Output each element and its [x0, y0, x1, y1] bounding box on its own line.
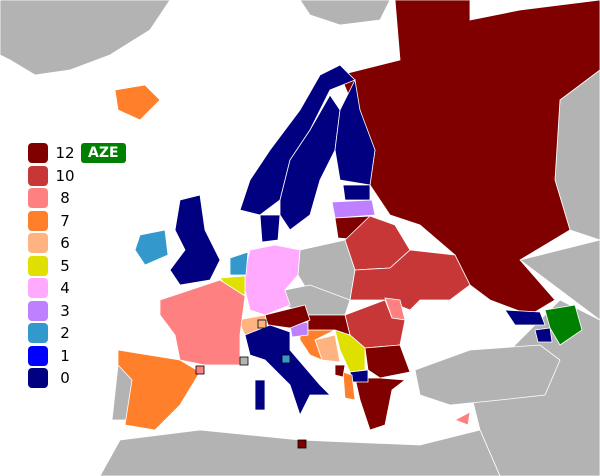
legend-item: 10 — [28, 165, 76, 188]
ireland — [134, 229, 169, 266]
iceland — [114, 84, 161, 121]
legend-swatch — [28, 255, 48, 276]
monaco-marker — [239, 356, 249, 366]
legend-label: 0 — [60, 369, 70, 388]
legend-label: 7 — [60, 211, 70, 230]
russia — [339, 0, 600, 316]
legend-swatch — [28, 233, 48, 254]
hungary — [307, 314, 351, 336]
san-marino-marker — [281, 354, 291, 364]
austria — [264, 304, 311, 329]
netherlands — [229, 251, 249, 276]
latvia — [331, 199, 376, 219]
armenia — [534, 327, 553, 343]
legend-label: 6 — [60, 234, 70, 253]
legend-item: 0 — [28, 367, 76, 390]
estonia — [342, 184, 371, 201]
azerbaijan — [544, 304, 583, 346]
legend-swatch — [28, 345, 48, 366]
svalbard — [299, 0, 391, 26]
legend-item: 1 — [28, 345, 76, 368]
georgia — [504, 309, 546, 326]
montenegro — [334, 364, 346, 378]
legend-swatch — [28, 210, 48, 231]
legend-item: 5 — [28, 255, 76, 278]
legend-label: 3 — [60, 301, 70, 320]
ukraine — [349, 249, 471, 311]
microstate-markers — [195, 319, 307, 449]
countries — [114, 0, 600, 431]
legend-item: 6 — [28, 232, 76, 255]
legend-label: 4 — [60, 279, 70, 298]
legend-label: 10 — [55, 166, 75, 185]
france — [159, 279, 246, 366]
legend-item: 3 — [28, 300, 76, 323]
liechtenstein-marker — [257, 319, 267, 329]
spain — [117, 349, 201, 431]
albania — [342, 371, 356, 401]
legend-swatch — [28, 143, 48, 164]
legend-label: 1 — [60, 346, 70, 365]
sardinia — [254, 379, 266, 411]
legend-label: 5 — [60, 256, 70, 275]
legend-label: 12 — [55, 144, 75, 163]
legend-swatch — [28, 188, 48, 209]
north-africa — [99, 429, 501, 476]
turkey — [414, 344, 561, 406]
legend-item: 4 — [28, 277, 76, 300]
cyprus — [454, 411, 471, 426]
andorra-marker — [195, 365, 205, 375]
finland — [334, 78, 376, 186]
legend-label: 8 — [60, 189, 70, 208]
voting-country-badge: AZE — [81, 143, 126, 163]
legend-label: 2 — [60, 324, 70, 343]
legend-swatch — [28, 165, 48, 186]
italy — [244, 324, 331, 417]
legend-item: 7 — [28, 210, 76, 233]
legend-item: 2 — [28, 322, 76, 345]
malta-marker — [297, 439, 307, 449]
greece — [354, 377, 407, 431]
uk — [169, 194, 221, 286]
denmark — [259, 214, 281, 243]
legend-swatch — [28, 278, 48, 299]
legend-swatch — [28, 300, 48, 321]
legend: 12 10 8 7 6 5 4 3 2 1 0 — [28, 142, 76, 390]
legend-item: 12 — [28, 142, 76, 165]
greenland — [0, 0, 171, 76]
legend-item: 8 — [28, 187, 76, 210]
bulgaria — [364, 344, 411, 379]
legend-swatch — [28, 368, 48, 389]
legend-swatch — [28, 323, 48, 344]
